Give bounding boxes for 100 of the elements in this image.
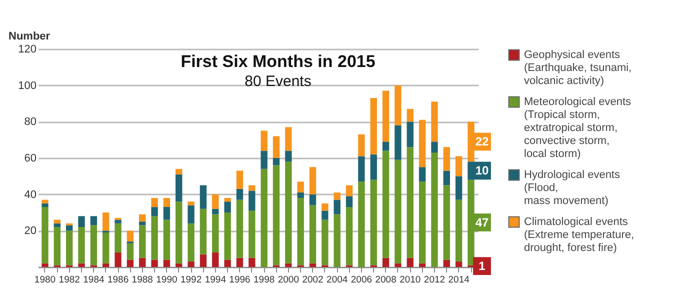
bar xyxy=(370,154,377,180)
x-tick-label: 1982 xyxy=(58,274,80,286)
bar xyxy=(102,212,110,231)
bar xyxy=(455,200,462,262)
bar xyxy=(418,182,426,264)
bar xyxy=(322,210,328,220)
bar xyxy=(78,216,85,228)
bar xyxy=(54,223,61,228)
bar xyxy=(236,170,244,189)
bar xyxy=(285,150,292,162)
y-tick-label: 100 xyxy=(18,80,36,92)
y-tick-label: 60 xyxy=(24,152,36,164)
bar xyxy=(382,150,390,258)
bar xyxy=(139,225,146,258)
bar xyxy=(176,168,182,174)
bar xyxy=(272,136,280,158)
bar xyxy=(126,230,134,242)
text: 80 Events xyxy=(244,73,312,90)
x-tick-label: 1992 xyxy=(180,274,202,286)
bar xyxy=(78,263,85,267)
bar xyxy=(443,170,450,186)
bar xyxy=(236,258,244,267)
bar xyxy=(224,260,231,267)
bar xyxy=(406,108,414,122)
y-tick-label: 20 xyxy=(24,225,36,238)
x-tick-label: 1986 xyxy=(107,274,129,286)
bar xyxy=(151,260,158,267)
bar xyxy=(126,260,134,267)
bar xyxy=(418,167,426,182)
bar xyxy=(358,182,365,267)
bar xyxy=(188,202,194,206)
x-tick-label: 2006 xyxy=(350,274,372,286)
bar xyxy=(200,254,207,267)
bar xyxy=(285,263,292,267)
bar xyxy=(418,263,426,267)
x-tick-label: 1996 xyxy=(229,274,250,286)
x-tick-label: 2000 xyxy=(278,274,299,286)
bar xyxy=(248,190,256,211)
bar xyxy=(382,90,390,142)
bar xyxy=(212,252,219,267)
bar xyxy=(297,198,304,266)
data-label: 22 xyxy=(475,134,489,149)
x-tick-label: 2002 xyxy=(302,274,324,286)
bar xyxy=(248,210,256,258)
bar xyxy=(163,260,170,267)
bar xyxy=(188,262,194,267)
data-label: 1 xyxy=(478,259,486,274)
bar xyxy=(455,156,462,176)
bar xyxy=(346,196,353,208)
data-label: 10 xyxy=(475,164,489,178)
bar xyxy=(334,192,340,200)
bar xyxy=(139,222,146,226)
bar xyxy=(176,174,182,202)
bar xyxy=(370,180,377,266)
bar xyxy=(382,142,390,151)
y-tick-label: 40 xyxy=(24,188,36,201)
x-tick-label: 2012 xyxy=(424,274,446,286)
bar xyxy=(42,200,48,204)
bar xyxy=(455,176,462,200)
bar xyxy=(260,130,268,151)
bar xyxy=(236,188,244,200)
bar xyxy=(443,185,450,260)
bar xyxy=(260,168,268,267)
bar xyxy=(443,147,450,171)
x-tick-label: 1984 xyxy=(83,274,104,286)
bar xyxy=(272,158,280,166)
x-tick-label: 1990 xyxy=(156,274,178,286)
x-tick-label: 2008 xyxy=(375,274,396,286)
bar xyxy=(394,160,402,264)
bar xyxy=(42,207,48,264)
bar xyxy=(200,185,207,209)
bar xyxy=(322,203,328,211)
bar xyxy=(297,192,304,198)
bar xyxy=(151,207,158,216)
bar xyxy=(212,214,219,252)
bar xyxy=(382,258,390,267)
bar xyxy=(309,263,316,267)
bar xyxy=(114,252,122,267)
bar xyxy=(346,207,353,266)
bar xyxy=(285,162,292,264)
data-label: 47 xyxy=(475,215,489,230)
y-tick-label: 120 xyxy=(18,44,36,56)
chart-title: First Six Months in 2015 xyxy=(180,52,376,71)
bar xyxy=(54,220,61,224)
x-tick-label: 2004 xyxy=(326,274,348,286)
x-tick-label: 2014 xyxy=(448,274,470,286)
bar xyxy=(346,185,353,196)
bar xyxy=(102,232,110,264)
bar xyxy=(188,223,194,262)
x-tick-label: 1988 xyxy=(132,274,153,286)
bar xyxy=(212,208,219,214)
legend-label: Geophysical events (Earthquake, tsunami, volcanic activity) xyxy=(524,49,632,87)
bar xyxy=(212,194,219,209)
x-tick-label: 1994 xyxy=(204,274,226,286)
bar xyxy=(236,200,244,258)
bar xyxy=(431,142,438,153)
bar xyxy=(114,223,122,252)
y-tick-label: 80 xyxy=(24,116,36,128)
bar xyxy=(394,125,402,160)
bar xyxy=(260,150,268,169)
